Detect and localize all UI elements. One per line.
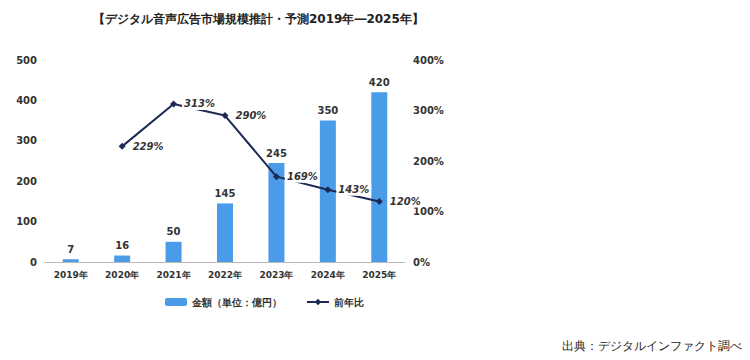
svg-text:300%: 300%: [413, 105, 444, 116]
svg-text:7: 7: [67, 244, 74, 255]
svg-text:313%: 313%: [184, 98, 215, 109]
svg-text:400%: 400%: [413, 55, 444, 66]
svg-text:169%: 169%: [287, 171, 318, 182]
svg-text:300: 300: [16, 135, 37, 146]
svg-text:245: 245: [266, 148, 287, 159]
svg-text:【デジタル音声広告市場規模推計・予測2019年―2025年】: 【デジタル音声広告市場規模推計・予測2019年―2025年】: [93, 12, 424, 26]
svg-text:16: 16: [115, 240, 129, 251]
svg-text:120%: 120%: [390, 196, 421, 207]
svg-text:500: 500: [16, 55, 37, 66]
svg-text:145: 145: [215, 188, 236, 199]
svg-text:2021年: 2021年: [157, 270, 191, 280]
svg-text:100: 100: [16, 216, 37, 227]
svg-text:2022年: 2022年: [208, 270, 242, 280]
svg-text:2020年: 2020年: [105, 270, 139, 280]
svg-text:50: 50: [167, 226, 181, 237]
svg-text:290%: 290%: [236, 110, 267, 121]
svg-text:2019年: 2019年: [54, 270, 88, 280]
svg-text:400: 400: [16, 95, 37, 106]
svg-text:200: 200: [16, 176, 37, 187]
svg-text:前年比: 前年比: [333, 297, 364, 308]
svg-text:200%: 200%: [413, 156, 444, 167]
svg-text:2025年: 2025年: [362, 270, 396, 280]
svg-text:2023年: 2023年: [259, 270, 293, 280]
svg-text:420: 420: [369, 77, 390, 88]
svg-text:2024年: 2024年: [311, 270, 345, 280]
svg-text:0: 0: [30, 257, 37, 268]
svg-text:0%: 0%: [413, 257, 430, 268]
svg-text:143%: 143%: [338, 184, 369, 195]
svg-text:出典：デジタルインファクト調べ: 出典：デジタルインファクト調べ: [562, 339, 742, 353]
svg-text:229%: 229%: [133, 141, 164, 152]
svg-text:金額（単位：億円）: 金額（単位：億円）: [191, 297, 282, 308]
svg-text:100%: 100%: [413, 206, 444, 217]
svg-text:350: 350: [317, 105, 338, 116]
